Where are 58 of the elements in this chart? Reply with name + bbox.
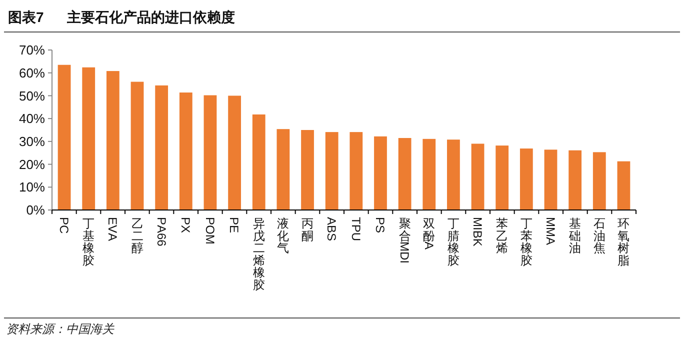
bar (520, 148, 533, 210)
x-tick-label: PA66 (154, 217, 168, 247)
chart-title: 图表7 主要石化产品的进口依赖度 (8, 9, 236, 25)
x-tick-label: 聚合MDI (397, 216, 412, 264)
bar (568, 150, 582, 210)
bar (325, 132, 338, 210)
bar (544, 150, 558, 210)
x-tick-label: 基础油 (568, 216, 582, 256)
x-tick-label: ABS (324, 217, 339, 242)
x-tick-label: PE (227, 217, 242, 234)
x-tick-label: EVA (106, 217, 120, 242)
x-tick-label: 丁苯橡胶 (520, 216, 532, 268)
x-tick-label: 乙二醇 (131, 216, 144, 256)
x-tick-label: TPU (348, 217, 363, 242)
bar (592, 152, 606, 210)
x-tick-label: POM (202, 217, 217, 244)
bar (179, 92, 192, 210)
bar (422, 138, 436, 210)
x-tick-label: 双酚A (422, 216, 436, 250)
x-tick-label: 异戊二烯橡胶 (252, 216, 265, 292)
bar (276, 129, 290, 210)
bar (228, 96, 241, 210)
y-tick-label: 30% (18, 134, 46, 149)
text: 资料来源：中国海关 (6, 322, 115, 336)
x-tick-label: 丁基橡胶 (82, 216, 95, 268)
x-tick-label: 液化气 (277, 216, 290, 256)
bar (130, 82, 144, 210)
bar (617, 161, 630, 210)
bar (155, 85, 168, 210)
y-tick-label: 0% (26, 202, 46, 218)
bar (374, 136, 387, 210)
bar (58, 64, 71, 210)
y-tick-label: 60% (18, 65, 46, 80)
x-tick-label: MIBK (470, 217, 484, 246)
y-tick-label: 70% (18, 42, 46, 58)
y-tick-label: 10% (18, 180, 46, 195)
x-tick-label: 丙酮 (302, 216, 314, 243)
bar (106, 71, 120, 210)
bar (398, 138, 412, 210)
x-tick-label: PC (56, 217, 71, 234)
x-tick-label: 丁腈橡胶 (447, 216, 460, 268)
x-tick-label: 石油焦 (593, 216, 606, 256)
x-tick-label: 苯乙烯 (496, 216, 508, 256)
bar (447, 140, 460, 210)
bar (350, 132, 363, 210)
x-tick-label: 环氧树脂 (618, 216, 630, 268)
bar (252, 114, 266, 210)
bar (204, 95, 217, 210)
x-tick-label: MMA (543, 217, 558, 246)
bar (82, 67, 96, 210)
bar (496, 146, 509, 210)
bar (471, 144, 484, 210)
x-tick-label: PS (373, 217, 388, 234)
x-tick-label: PX (178, 217, 193, 234)
y-tick-label: 40% (18, 111, 46, 126)
y-tick-label: 20% (18, 156, 46, 172)
y-tick-label: 50% (18, 88, 46, 104)
bar (301, 130, 314, 210)
